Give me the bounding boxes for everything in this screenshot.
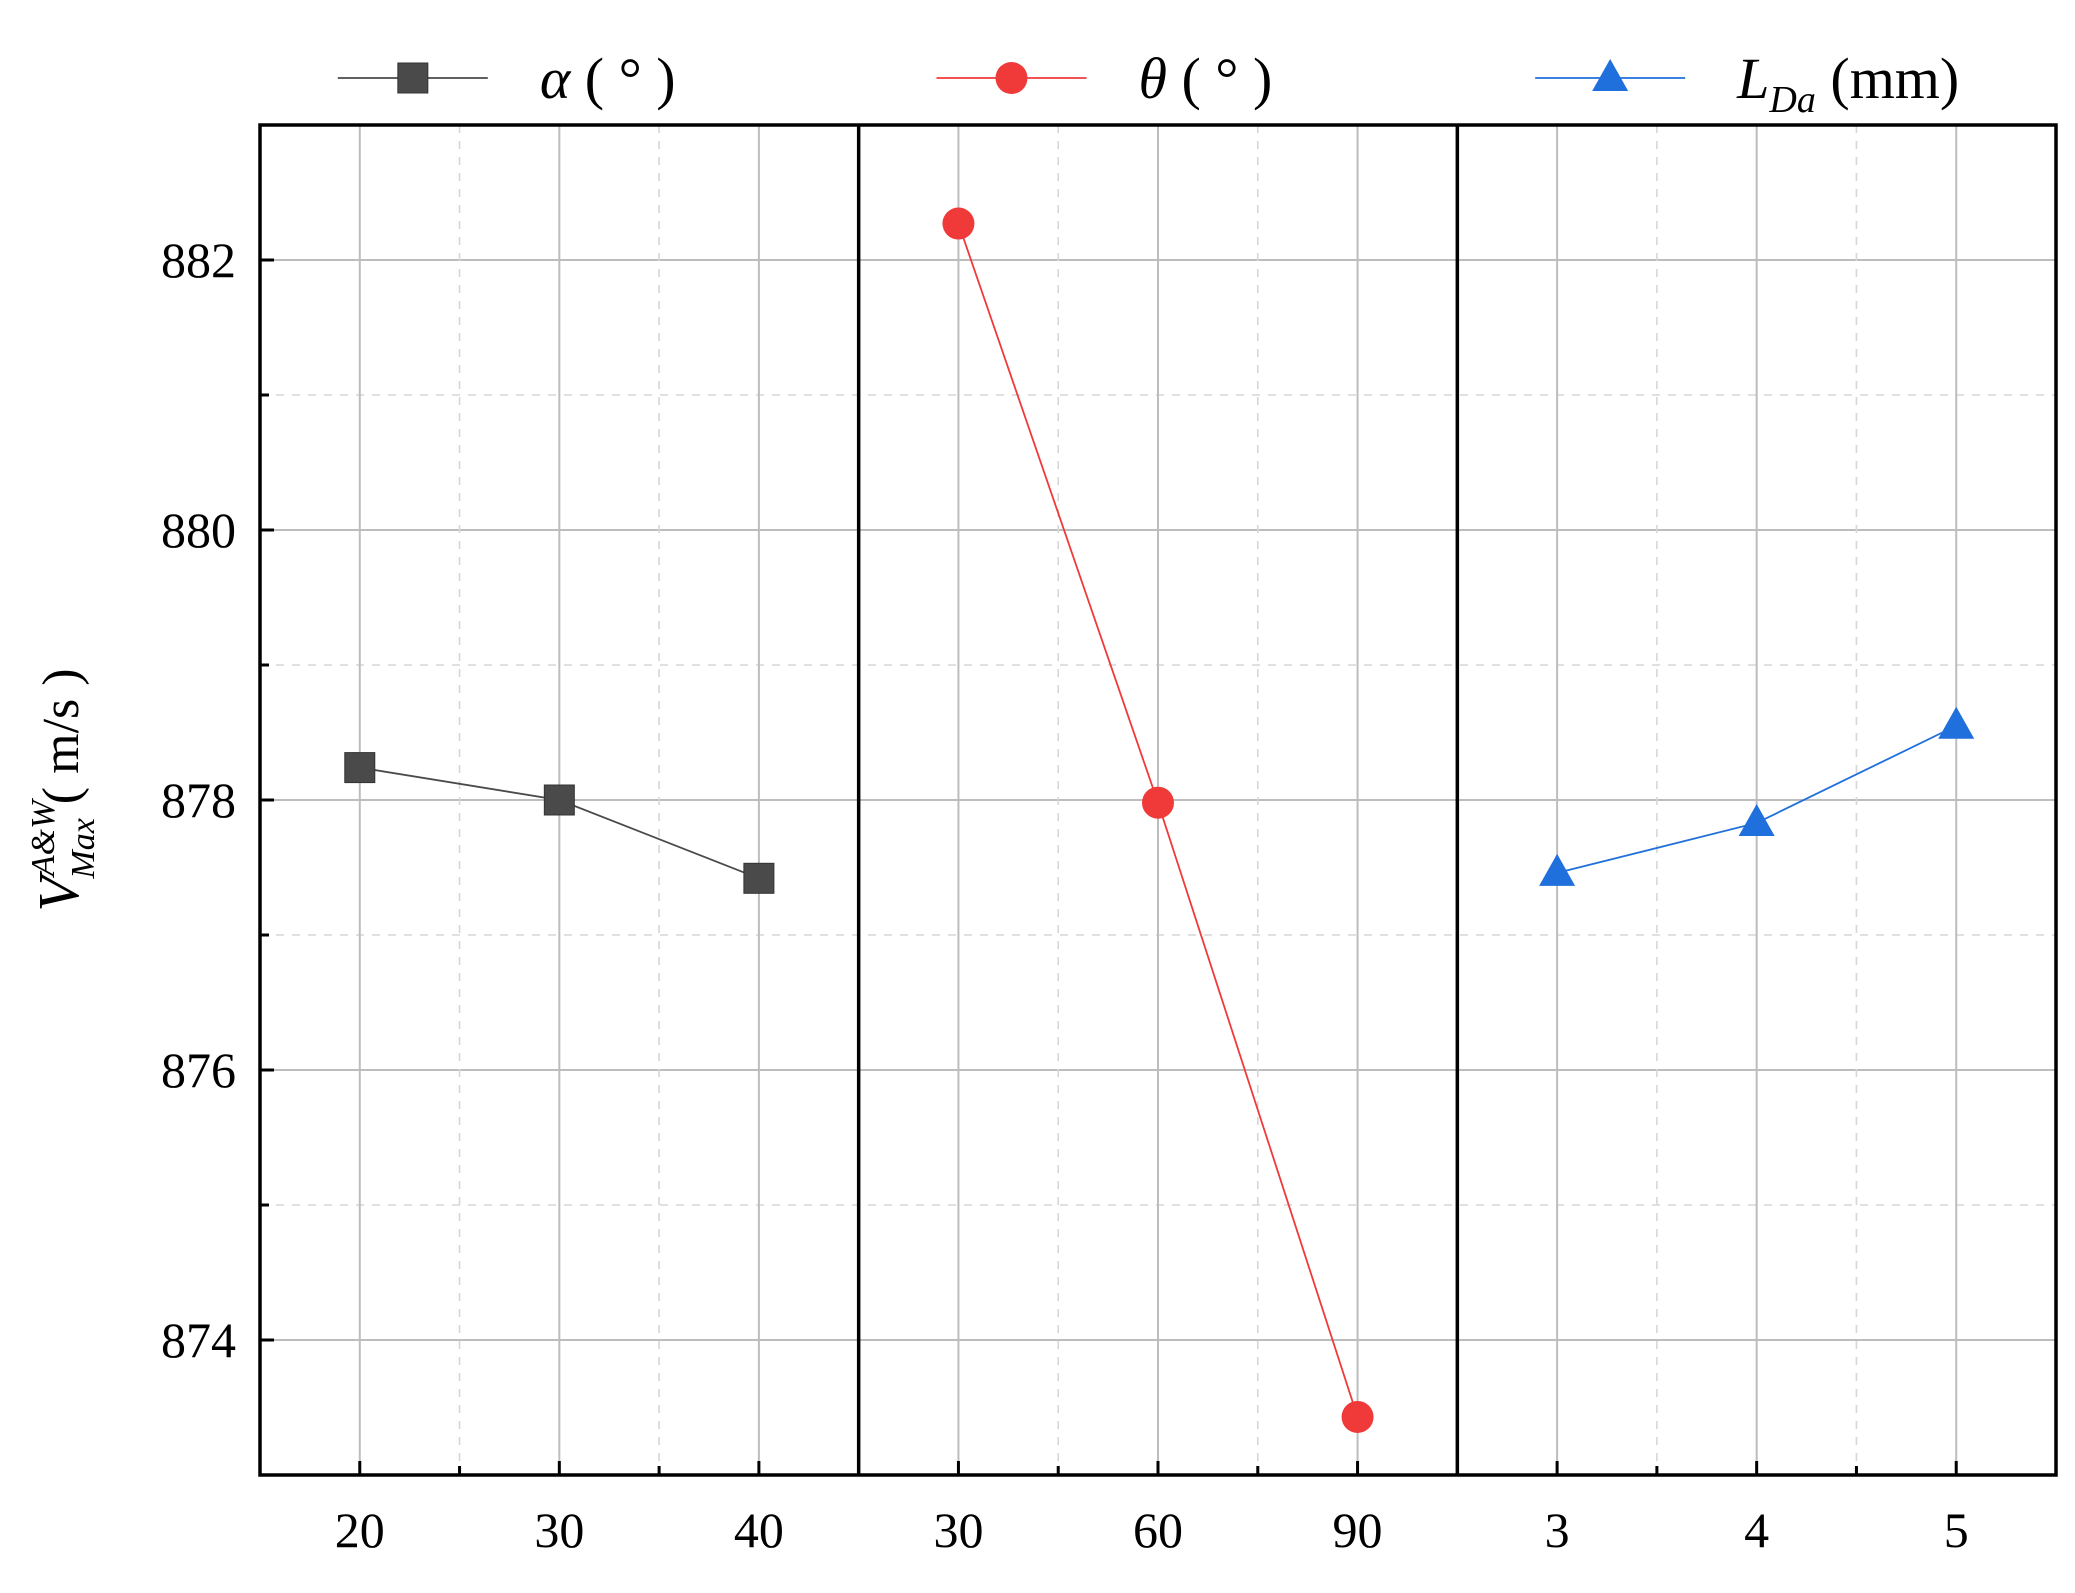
legend-marker [1592,59,1629,91]
x-tick-label: 90 [1333,1502,1383,1558]
legend-label: α ( ° ) [540,46,676,111]
data-point [942,207,975,240]
data-point [1341,1400,1374,1433]
x-tick-label: 30 [933,1502,983,1558]
y-tick-label: 882 [161,232,236,288]
y-tick-label: 876 [161,1042,236,1098]
data-point [1539,853,1576,886]
x-tick-label: 40 [734,1502,784,1558]
y-axis-label: VA&WMax( m/s ) [25,668,102,911]
x-tick-label: 30 [534,1502,584,1558]
legend-layer: α ( ° ) θ ( ° ) LDa (mm) [337,46,1959,121]
grid-layer [260,125,2056,1475]
y-tick-label: 880 [161,502,236,558]
x-tick-label: 4 [1744,1502,1769,1558]
data-point [1142,786,1174,819]
plot-frame [258,123,2058,1477]
x-tick-label: 60 [1133,1502,1183,1558]
legend-label: LDa (mm) [1736,46,1959,121]
data-point [1738,803,1775,836]
x-tick-label: 5 [1944,1502,1969,1558]
x-tick-label: 20 [335,1502,385,1558]
legend-label: θ ( ° ) [1138,46,1272,111]
data-point [344,752,376,784]
data-point [1938,706,1975,739]
series-layer [344,207,1975,1433]
legend-marker [995,62,1028,94]
axes-layer: 874 876 878 880 882 20 30 40 30 60 90 3 4 5 [161,123,2058,1558]
data-point [543,784,575,816]
x-tick-label: 3 [1545,1502,1570,1558]
legend-marker [397,62,429,94]
y-tick-label: 874 [161,1312,236,1368]
data-point [743,862,775,894]
y-tick-label: 878 [161,772,236,828]
